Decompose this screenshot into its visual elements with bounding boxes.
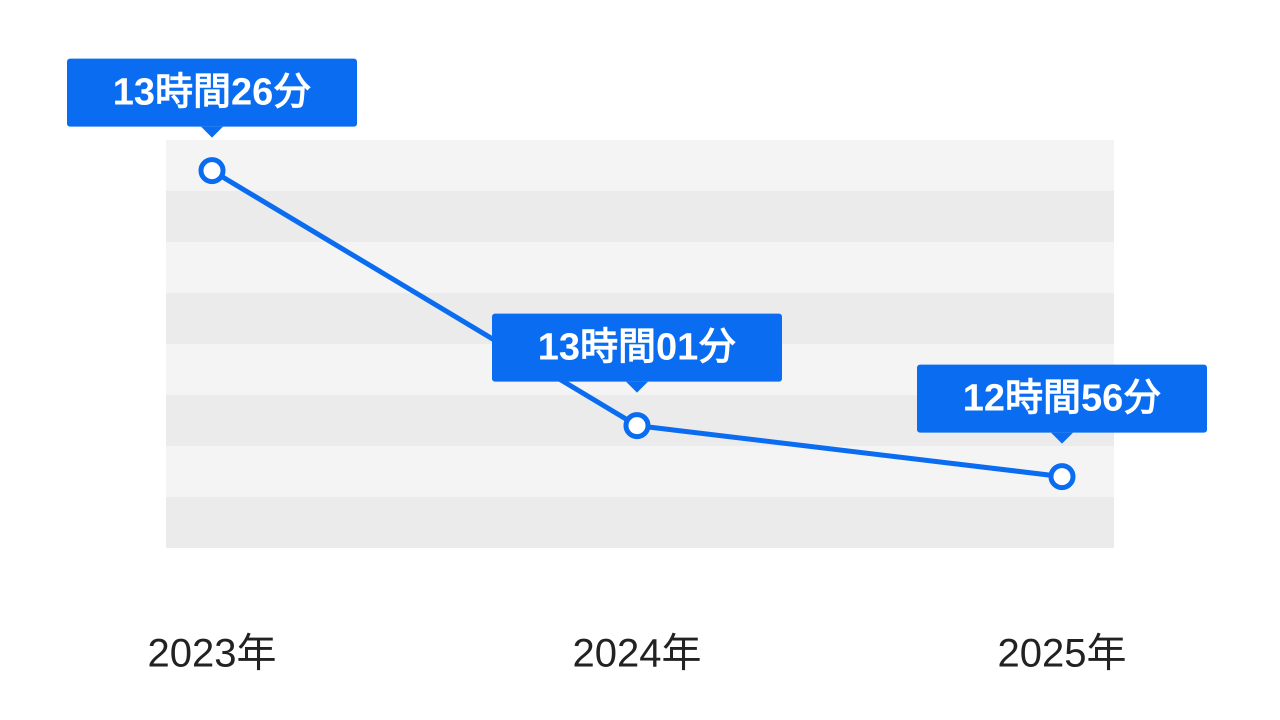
band <box>166 140 1114 191</box>
x-tick-label: 2025年 <box>998 632 1127 676</box>
value-label: 13時間26分 <box>113 72 312 114</box>
callout-box <box>67 58 357 127</box>
callout-pointer <box>201 126 223 138</box>
callout-pointer <box>1051 432 1073 444</box>
value-label: 13時間01分 <box>538 327 737 369</box>
point <box>198 157 226 185</box>
value-callout: 12時間56分 <box>917 364 1207 444</box>
point <box>1048 463 1076 491</box>
band <box>166 497 1114 548</box>
x-tick-label: 2023年 <box>148 632 277 676</box>
band <box>166 446 1114 497</box>
band <box>166 191 1114 242</box>
x-tick-label: 2024年 <box>573 632 702 676</box>
callout-pointer <box>626 381 648 393</box>
value-label: 12時間56分 <box>963 378 1162 420</box>
point <box>623 412 651 440</box>
value-callout: 13時間26分 <box>67 58 357 138</box>
callout-box <box>917 364 1207 433</box>
callout-box <box>492 313 782 382</box>
value-callout: 13時間01分 <box>492 313 782 393</box>
band <box>166 242 1114 293</box>
